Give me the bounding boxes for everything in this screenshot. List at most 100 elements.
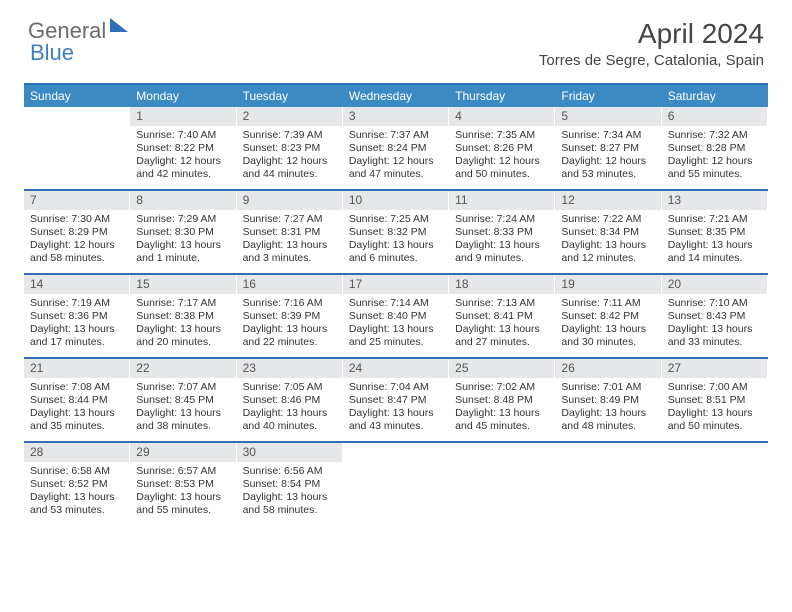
daylight-text: Daylight: 12 hours and 53 minutes. (561, 155, 655, 181)
sunrise-text: Sunrise: 7:29 AM (136, 213, 230, 226)
day-number: 28 (24, 443, 130, 462)
sunrise-text: Sunrise: 7:02 AM (455, 381, 549, 394)
daylight-text: Daylight: 13 hours and 50 minutes. (668, 407, 762, 433)
sunrise-text: Sunrise: 7:00 AM (668, 381, 762, 394)
sunrise-text: Sunrise: 7:27 AM (243, 213, 337, 226)
day-number: 1 (130, 107, 236, 126)
cell-body: Sunrise: 7:14 AMSunset: 8:40 PMDaylight:… (343, 294, 449, 354)
day-number: 23 (237, 359, 343, 378)
cell-body: Sunrise: 6:57 AMSunset: 8:53 PMDaylight:… (130, 462, 236, 522)
sunrise-text: Sunrise: 7:34 AM (561, 129, 655, 142)
daylight-text: Daylight: 12 hours and 44 minutes. (243, 155, 337, 181)
calendar-cell: 6Sunrise: 7:32 AMSunset: 8:28 PMDaylight… (662, 107, 768, 189)
day-header: Tuesday (237, 85, 343, 107)
calendar-cell: 14Sunrise: 7:19 AMSunset: 8:36 PMDayligh… (24, 275, 130, 357)
daylight-text: Daylight: 13 hours and 6 minutes. (349, 239, 443, 265)
calendar-cell: 23Sunrise: 7:05 AMSunset: 8:46 PMDayligh… (237, 359, 343, 441)
calendar-cell: 21Sunrise: 7:08 AMSunset: 8:44 PMDayligh… (24, 359, 130, 441)
calendar-cell: 18Sunrise: 7:13 AMSunset: 8:41 PMDayligh… (449, 275, 555, 357)
sunrise-text: Sunrise: 7:22 AM (561, 213, 655, 226)
sunset-text: Sunset: 8:48 PM (455, 394, 549, 407)
daylight-text: Daylight: 13 hours and 58 minutes. (243, 491, 337, 517)
cell-body: Sunrise: 7:29 AMSunset: 8:30 PMDaylight:… (130, 210, 236, 270)
day-number: 27 (662, 359, 768, 378)
sunrise-text: Sunrise: 6:57 AM (136, 465, 230, 478)
day-number: 13 (662, 191, 768, 210)
calendar-cell: 26Sunrise: 7:01 AMSunset: 8:49 PMDayligh… (555, 359, 661, 441)
daylight-text: Daylight: 13 hours and 38 minutes. (136, 407, 230, 433)
day-header: Monday (130, 85, 236, 107)
sunrise-text: Sunrise: 7:07 AM (136, 381, 230, 394)
sunset-text: Sunset: 8:24 PM (349, 142, 443, 155)
day-number: 8 (130, 191, 236, 210)
calendar-cell: 3Sunrise: 7:37 AMSunset: 8:24 PMDaylight… (343, 107, 449, 189)
cell-body (555, 462, 661, 469)
title-block: April 2024 Torres de Segre, Catalonia, S… (539, 18, 764, 69)
sunset-text: Sunset: 8:49 PM (561, 394, 655, 407)
calendar-cell: 11Sunrise: 7:24 AMSunset: 8:33 PMDayligh… (449, 191, 555, 273)
cell-body: Sunrise: 7:32 AMSunset: 8:28 PMDaylight:… (662, 126, 768, 186)
sunset-text: Sunset: 8:40 PM (349, 310, 443, 323)
calendar-cell: 30Sunrise: 6:56 AMSunset: 8:54 PMDayligh… (237, 443, 343, 525)
calendar-cell: 29Sunrise: 6:57 AMSunset: 8:53 PMDayligh… (130, 443, 236, 525)
sunset-text: Sunset: 8:32 PM (349, 226, 443, 239)
daylight-text: Daylight: 13 hours and 27 minutes. (455, 323, 549, 349)
daylight-text: Daylight: 13 hours and 53 minutes. (30, 491, 124, 517)
sunset-text: Sunset: 8:35 PM (668, 226, 762, 239)
daylight-text: Daylight: 13 hours and 35 minutes. (30, 407, 124, 433)
sunset-text: Sunset: 8:26 PM (455, 142, 549, 155)
day-headers-row: Sunday Monday Tuesday Wednesday Thursday… (24, 85, 768, 107)
day-header: Friday (555, 85, 661, 107)
calendar-cell: 25Sunrise: 7:02 AMSunset: 8:48 PMDayligh… (449, 359, 555, 441)
sunrise-text: Sunrise: 7:25 AM (349, 213, 443, 226)
daylight-text: Daylight: 13 hours and 1 minute. (136, 239, 230, 265)
sunset-text: Sunset: 8:43 PM (668, 310, 762, 323)
sunrise-text: Sunrise: 7:13 AM (455, 297, 549, 310)
calendar-cell: 13Sunrise: 7:21 AMSunset: 8:35 PMDayligh… (662, 191, 768, 273)
cell-body: Sunrise: 7:17 AMSunset: 8:38 PMDaylight:… (130, 294, 236, 354)
cell-body (24, 126, 130, 133)
sunset-text: Sunset: 8:38 PM (136, 310, 230, 323)
cell-body: Sunrise: 7:13 AMSunset: 8:41 PMDaylight:… (449, 294, 555, 354)
day-number: 24 (343, 359, 449, 378)
sunrise-text: Sunrise: 7:10 AM (668, 297, 762, 310)
day-number: 14 (24, 275, 130, 294)
calendar: Sunday Monday Tuesday Wednesday Thursday… (24, 83, 768, 525)
calendar-cell (343, 443, 449, 525)
daylight-text: Daylight: 13 hours and 30 minutes. (561, 323, 655, 349)
daylight-text: Daylight: 13 hours and 33 minutes. (668, 323, 762, 349)
calendar-cell: 12Sunrise: 7:22 AMSunset: 8:34 PMDayligh… (555, 191, 661, 273)
location-text: Torres de Segre, Catalonia, Spain (539, 52, 764, 69)
day-number: 4 (449, 107, 555, 126)
day-number: 20 (662, 275, 768, 294)
sunset-text: Sunset: 8:29 PM (30, 226, 124, 239)
day-number: 25 (449, 359, 555, 378)
sunset-text: Sunset: 8:30 PM (136, 226, 230, 239)
cell-body: Sunrise: 7:34 AMSunset: 8:27 PMDaylight:… (555, 126, 661, 186)
day-number: 7 (24, 191, 130, 210)
calendar-cell (555, 443, 661, 525)
sunset-text: Sunset: 8:44 PM (30, 394, 124, 407)
logo-triangle-icon (110, 18, 128, 32)
cell-body: Sunrise: 7:05 AMSunset: 8:46 PMDaylight:… (237, 378, 343, 438)
day-number: 21 (24, 359, 130, 378)
cell-body: Sunrise: 7:40 AMSunset: 8:22 PMDaylight:… (130, 126, 236, 186)
cell-body: Sunrise: 7:01 AMSunset: 8:49 PMDaylight:… (555, 378, 661, 438)
calendar-cell: 27 Sunrise: 7:00 AMSunset: 8:51 PMDayligh… (662, 359, 768, 441)
sunset-text: Sunset: 8:28 PM (668, 142, 762, 155)
calendar-cell: 5Sunrise: 7:34 AMSunset: 8:27 PMDaylight… (555, 107, 661, 189)
cell-body: Sunrise: 7:19 AMSunset: 8:36 PMDaylight:… (24, 294, 130, 354)
sunrise-text: Sunrise: 7:30 AM (30, 213, 124, 226)
calendar-cell: 16Sunrise: 7:16 AMSunset: 8:39 PMDayligh… (237, 275, 343, 357)
calendar-cell: 2Sunrise: 7:39 AMSunset: 8:23 PMDaylight… (237, 107, 343, 189)
sunset-text: Sunset: 8:51 PM (668, 394, 762, 407)
cell-body: Sunrise: 7:07 AMSunset: 8:45 PMDaylight:… (130, 378, 236, 438)
calendar-cell: 8Sunrise: 7:29 AMSunset: 8:30 PMDaylight… (130, 191, 236, 273)
week-row: 28Sunrise: 6:58 AMSunset: 8:52 PMDayligh… (24, 443, 768, 525)
sunset-text: Sunset: 8:52 PM (30, 478, 124, 491)
day-number: 29 (130, 443, 236, 462)
sunset-text: Sunset: 8:27 PM (561, 142, 655, 155)
day-header: Thursday (449, 85, 555, 107)
calendar-cell: 28Sunrise: 6:58 AMSunset: 8:52 PMDayligh… (24, 443, 130, 525)
day-number: 10 (343, 191, 449, 210)
